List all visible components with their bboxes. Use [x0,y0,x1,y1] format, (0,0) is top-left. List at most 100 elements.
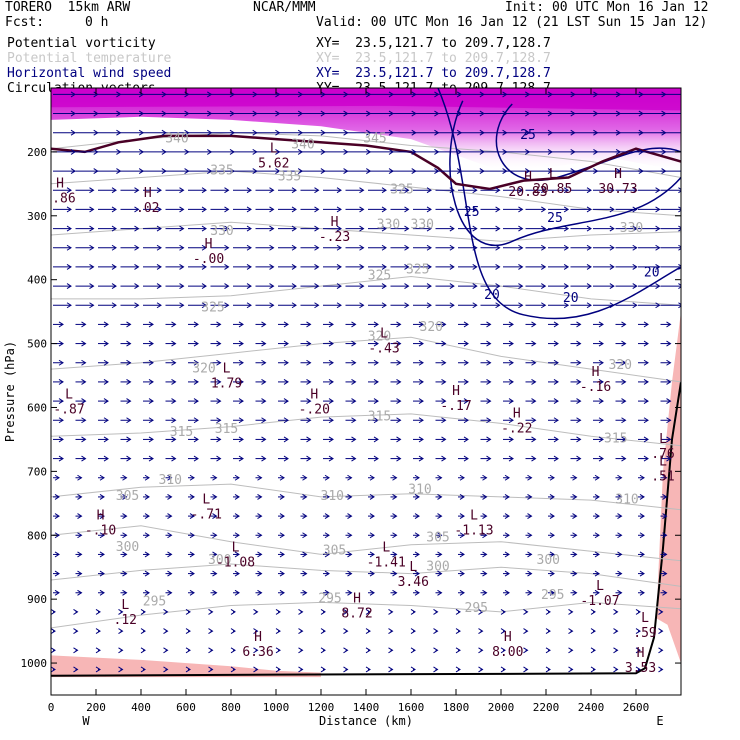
wind-vector-head [336,225,342,232]
wind-vector-head [701,303,705,308]
wind-vector-head [410,628,416,635]
wind-vector-head [459,551,465,558]
wind-vector-head [441,455,447,462]
wind-vector-head [359,244,365,251]
wind-vector-head [77,570,83,577]
x-end-label-west: W [82,714,90,728]
wind-vector-head [437,494,443,500]
wind-vector-head [508,359,514,366]
wind-vector-head [116,129,122,136]
wind-vector-head [66,244,72,251]
wind-vector-head [594,589,600,596]
fcst-value: 0 h [85,15,109,30]
wind-vector-head [441,417,447,424]
wind-vector-head [54,474,60,481]
wind-vector-head [568,647,574,654]
wind-vector-head [70,168,76,174]
theta-label: 340 [291,138,314,153]
wind-vector-head [621,455,627,462]
wind-vector-head [643,436,649,443]
wind-vector-head [541,244,547,251]
wind-vector-head [89,263,95,270]
extremum-value: -1.41 [367,556,406,571]
wind-vector-head [463,417,469,424]
wind-vector-head [549,474,555,481]
wind-vector-head [388,647,394,654]
wind-vector-head [216,321,222,328]
wind-vector-head [193,359,199,366]
wind-vector-head [148,417,154,424]
wind-vector-head [156,302,162,309]
wind-vector-head [678,283,681,289]
wind-vector-head [655,206,661,213]
wind-vector-head [433,647,439,654]
y-tick-label: 200 [27,146,47,159]
wind-vector-head [302,589,308,596]
wind-vector-head [99,494,105,500]
wind-vector-head [632,206,638,213]
wind-vector-head [598,340,604,347]
wind-vector-head [495,263,501,270]
wind-vector-head [666,359,672,366]
wind-vector-head [495,225,501,232]
wind-vector-head [662,474,668,481]
wind-vector-head [689,437,693,442]
wind-vector-head [594,513,600,520]
theta-contour [51,563,681,587]
wind-vector-head [449,187,455,194]
wind-vector-head [541,206,547,213]
extremum-value: 30.73 [598,182,637,197]
theta-label: 320 [192,361,215,376]
wind-vector-head [531,321,537,328]
wind-vector-head [365,609,371,615]
wind-vector-head [234,589,240,596]
wind-vector-head [381,187,387,194]
wind-vector-head [111,302,117,309]
wind-vector-head [643,359,649,366]
wind-vector-head [122,474,128,481]
wind-vector-head [89,225,95,232]
wind-vector-head [201,263,207,270]
pv-shading-upper [51,88,681,172]
theta-label: 310 [321,489,344,504]
theta-contour [51,525,681,562]
wind-vector-head [234,474,240,481]
wind-vector-head [598,378,604,385]
wind-vector-head [103,359,109,366]
wind-vector-head [590,647,596,654]
theta-label: 320 [609,358,632,373]
wind-vector-head [99,570,105,577]
wind-vector-head [189,494,195,500]
wind-vector-head [553,436,559,443]
wind-vector-head [369,513,375,520]
wind-vector-head [523,628,529,635]
wind-vector-head [95,609,101,615]
wind-vector-head [418,321,424,328]
wind-vector-head [253,647,259,654]
wind-vector-head [563,187,570,194]
wind-vector-head [545,647,551,654]
wind-vector-head [167,532,173,539]
wind-vector-head [70,148,76,155]
wind-vector-head [314,225,320,232]
x-tick-label: 400 [131,701,151,714]
wind-vector-head [347,551,353,558]
wind-vector-head [576,340,582,347]
wind-vector-head [418,340,424,347]
wind-vector-head [306,359,312,366]
extremum-type: H [592,365,600,380]
wind-vector-head [324,474,330,481]
wind-vector-head [212,532,218,539]
wind-vector-head [478,666,484,673]
y-tick-label: 400 [27,274,47,287]
wind-vector-head [576,436,582,443]
wind-vector-head [148,398,154,405]
wind-vector-head [678,302,681,309]
wind-vector-head [586,283,592,289]
wind-vector-head [179,244,185,251]
wind-vector-head [426,283,432,289]
wind-vector-head [347,589,353,596]
wind-vector-head [81,340,87,347]
wind-vector-head [216,455,222,462]
wind-vector-head [632,302,638,309]
